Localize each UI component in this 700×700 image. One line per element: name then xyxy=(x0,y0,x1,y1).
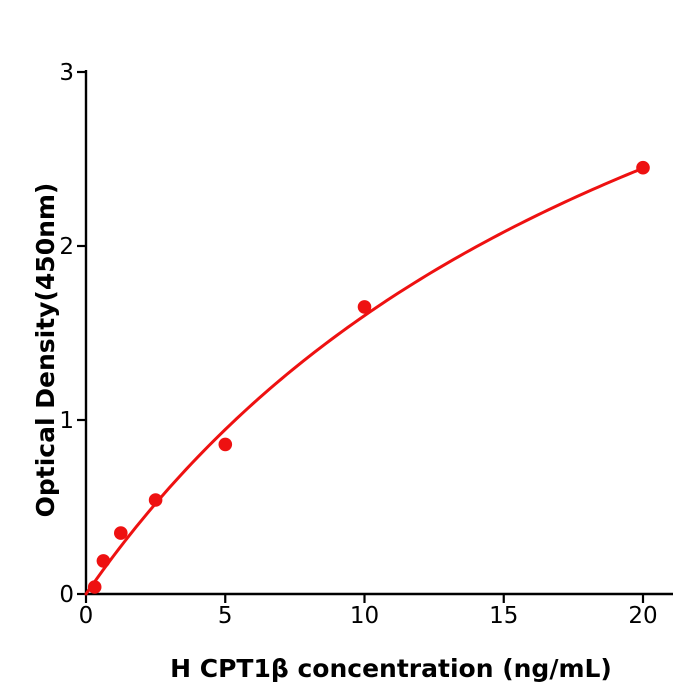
x-axis-title: H CPT1β concentration (ng/mL) xyxy=(170,654,612,683)
y-tick-label: 2 xyxy=(59,234,74,260)
y-axis-ticks: 0 1 2 3 xyxy=(59,60,86,608)
x-tick-label: 5 xyxy=(218,603,233,629)
y-axis-title: Optical Density(450nm) xyxy=(31,183,60,518)
data-point xyxy=(218,437,233,452)
fit-curve xyxy=(84,166,645,596)
x-tick-label: 20 xyxy=(628,603,657,629)
data-points-group xyxy=(87,160,650,594)
fit-curve-group xyxy=(84,166,645,596)
data-point xyxy=(96,554,111,568)
y-tick-label: 1 xyxy=(59,408,74,434)
data-point xyxy=(357,300,372,314)
x-tick-label: 10 xyxy=(350,603,379,629)
y-tick-label: 3 xyxy=(59,60,74,86)
x-axis-ticks: 0 5 10 15 20 xyxy=(79,594,658,629)
data-point xyxy=(114,526,128,540)
x-tick-label: 0 xyxy=(79,603,94,629)
data-point xyxy=(148,493,163,507)
data-point xyxy=(636,160,650,175)
data-point xyxy=(87,580,102,594)
y-tick-label: 0 xyxy=(59,582,74,608)
x-tick-label: 15 xyxy=(489,603,518,629)
